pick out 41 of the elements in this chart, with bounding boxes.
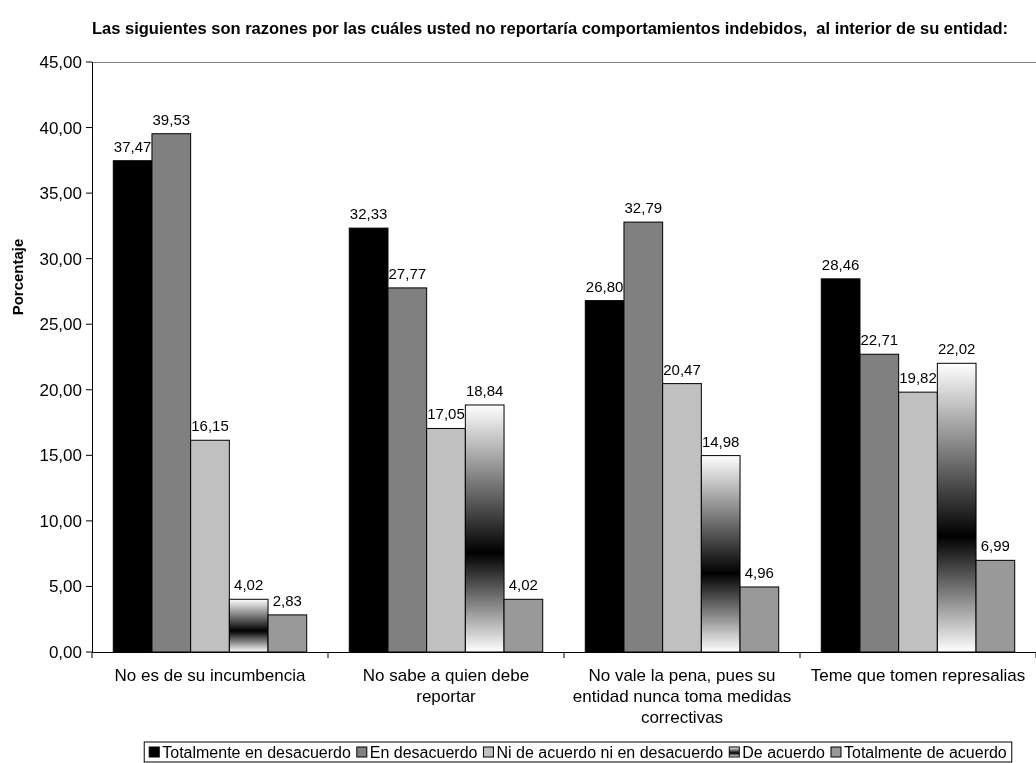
legend-label: Totalmente de acuerdo: [843, 743, 1007, 761]
data-label: 26,80: [585, 277, 624, 295]
legend-label: Totalmente en desacuerdo: [162, 743, 351, 761]
x-tick-label: No sabe a quien debe reportar: [362, 666, 530, 706]
y-tick-label: 5,00: [48, 577, 82, 597]
data-label: 39,53: [152, 110, 191, 128]
y-tick-label: 25,00: [39, 315, 82, 335]
data-label: 4,02: [508, 576, 538, 594]
data-label: 22,02: [937, 340, 976, 358]
x-tick-label: Teme que tomen represalias: [810, 666, 1026, 685]
y-tick-label: 40,00: [39, 118, 82, 138]
legend-label: En desacuerdo: [369, 743, 478, 761]
y-tick-label: 45,00: [39, 52, 82, 72]
y-tick-label: 0,00: [48, 642, 82, 662]
data-label: 28,46: [821, 255, 860, 273]
data-label: 20,47: [663, 360, 701, 378]
data-label: 2,83: [272, 591, 302, 609]
y-axis-title: Porcentaje: [9, 238, 26, 316]
data-label: 14,98: [701, 432, 740, 450]
data-label: 27,77: [388, 264, 427, 282]
data-label: 4,96: [744, 563, 774, 581]
data-label: 19,82: [899, 369, 937, 387]
data-label: 6,99: [980, 537, 1010, 555]
data-label: 32,33: [349, 205, 388, 223]
y-tick-label: 20,00: [39, 380, 82, 400]
data-label: 18,84: [465, 381, 504, 399]
y-tick-label: 15,00: [39, 446, 82, 466]
data-label: 17,05: [427, 405, 465, 423]
y-tick-label: 30,00: [39, 249, 82, 269]
x-tick-label: No es de su incumbencia: [114, 666, 306, 685]
legend-label: De acuerdo: [742, 743, 826, 761]
data-label: 32,79: [624, 199, 663, 217]
x-tick-label: No vale la pena, pues su entidad nunca toma medidas correctivas: [572, 666, 792, 727]
chart-title: Las siguientes son razones por las cuáles usted no reportaría comportamientos indebidos, al interior de su entidad:: [92, 19, 1008, 37]
data-label: 4,02: [234, 576, 264, 594]
y-tick-label: 35,00: [39, 184, 82, 204]
data-label: 37,47: [113, 137, 152, 155]
y-tick-label: 10,00: [39, 511, 82, 531]
legend-label: Ni de acuerdo ni en desacuerdo: [496, 743, 724, 761]
data-label: 16,15: [191, 417, 229, 435]
data-label: 22,71: [860, 331, 899, 349]
